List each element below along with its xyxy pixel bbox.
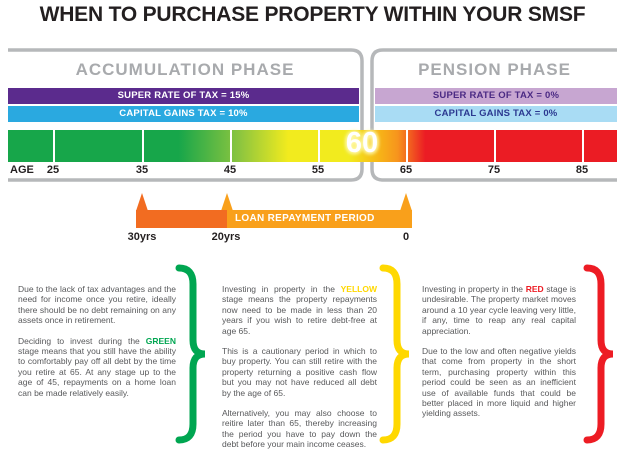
loan-marker-0: 0: [402, 231, 410, 243]
page-title: WHEN TO PURCHASE PROPERTY WITHIN YOUR SM…: [39, 3, 586, 26]
paragraph-text: Investing in property in the: [222, 284, 341, 294]
age-tick: [494, 130, 496, 162]
age-tick-label: 25: [46, 164, 60, 176]
stage-word-green: GREEN: [145, 335, 176, 346]
age-tick: [142, 130, 144, 162]
super-tax-bar-accumulation: SUPER RATE OF TAX = 15%: [8, 88, 359, 104]
paragraph: Deciding to invest during the GREEN stag…: [18, 336, 176, 398]
paragraph-text: This is a cautionary period in which to …: [222, 346, 377, 398]
age-60-highlight: 60: [345, 127, 379, 159]
loan-bar-dark-segment: [136, 210, 227, 228]
paragraph-text: Alternatively, you may also choose to re…: [222, 408, 377, 450]
green-stage-text-column: Due to the lack of tax advantages and th…: [18, 284, 176, 408]
red-stage-text-column: Investing in property in the RED stage i…: [422, 284, 576, 429]
cgt-bar-pension: CAPITAL GAINS TAX = 0%: [375, 106, 617, 122]
paragraph: Investing in property in the RED stage i…: [422, 284, 576, 336]
stage-word-yellow: YELLOW: [340, 284, 377, 294]
age-gradient-bar: [8, 130, 617, 162]
loan-marker-30yrs: 30yrs: [127, 231, 157, 243]
paragraph-text: Due to the low and often negative yields…: [422, 346, 576, 419]
loan-bar-light-segment: LOAN REPAYMENT PERIOD: [227, 210, 412, 228]
paragraph-text: stage is undesirable. The property marke…: [422, 284, 577, 336]
paragraph-text: Deciding to invest during the: [18, 335, 146, 346]
pension-phase-label: PENSION PHASE: [418, 60, 571, 79]
paragraph: Investing in property in the YELLOW stag…: [222, 284, 377, 336]
yellow-stage-text-column: Investing in property in the YELLOW stag…: [222, 284, 377, 450]
age-tick-label: 75: [487, 164, 501, 176]
paragraph-text: stage means the property repayments now …: [222, 294, 377, 336]
age-tick: [406, 130, 408, 162]
paragraph: Alternatively, you may also choose to re…: [222, 408, 377, 450]
age-tick-label: 65: [399, 164, 413, 176]
yellow-brace-icon: [379, 264, 410, 444]
age-tick-label: 55: [311, 164, 325, 176]
age-tick-label: 45: [223, 164, 237, 176]
paragraph: This is a cautionary period in which to …: [222, 346, 377, 398]
paragraph-text: stage means that you still have the abil…: [18, 346, 176, 398]
paragraph-text: Due to the lack of tax advantages and th…: [18, 284, 176, 326]
paragraph-text: Investing in property in the: [422, 284, 526, 294]
green-brace-icon: [175, 264, 206, 444]
age-tick: [53, 130, 55, 162]
paragraph: Due to the lack of tax advantages and th…: [18, 284, 176, 326]
age-tick-label: 35: [135, 164, 149, 176]
age-tick-label: 85: [575, 164, 589, 176]
loan-arrow-age45-icon: [221, 193, 233, 211]
age-axis-label: AGE: [10, 164, 34, 176]
age-tick: [582, 130, 584, 162]
paragraph: Due to the low and often negative yields…: [422, 346, 576, 419]
age-tick: [230, 130, 232, 162]
loan-arrow-age35-icon: [136, 193, 148, 211]
loan-marker-20yrs: 20yrs: [211, 231, 241, 243]
accumulation-phase-label: ACCUMULATION PHASE: [75, 60, 295, 79]
red-brace-icon: [583, 264, 614, 444]
loan-arrow-age65-icon: [400, 193, 412, 211]
cgt-bar-accumulation: CAPITAL GAINS TAX = 10%: [8, 106, 359, 122]
age-tick: [318, 130, 320, 162]
stage-word-red: RED: [525, 284, 544, 294]
super-tax-bar-pension: SUPER RATE OF TAX = 0%: [375, 88, 617, 104]
